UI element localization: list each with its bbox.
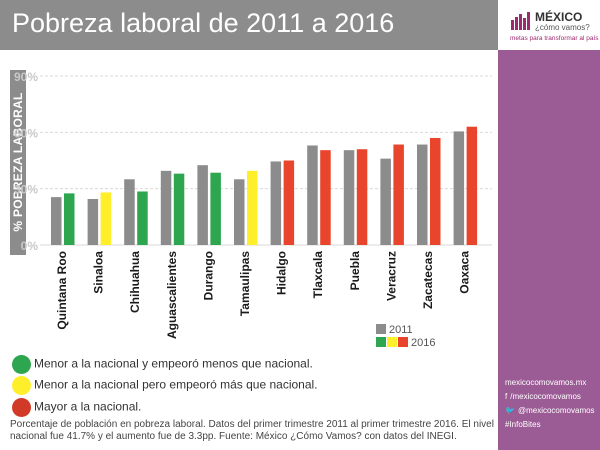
bar-2011 [160, 170, 172, 245]
legend-red-label: Mayor a la nacional. [34, 399, 142, 414]
bar-chart: 0% 30% 60% 90% Quintana Roo Sinaloa Chihuahua A… [14, 70, 492, 349]
facebook-link[interactable]: f/mexicocomovamos [505, 392, 581, 401]
hashtag-link[interactable]: #InfoBites [505, 420, 541, 429]
y-tick-label: 30% [14, 183, 38, 197]
y-tick-label: 60% [14, 126, 38, 140]
bar-2016 [247, 170, 258, 245]
footnote: Porcentaje de población en pobreza labor… [10, 419, 494, 442]
bar-2011 [124, 179, 135, 245]
x-tick-label: Sinaloa [92, 251, 106, 294]
bar-2011 [307, 145, 318, 245]
bar-2011 [417, 144, 428, 245]
bar-2016 [393, 144, 404, 245]
x-tick-label: Quintana Roo [55, 251, 69, 330]
legend-red: Mayor a la nacional. [12, 398, 141, 417]
brand-subtitle: ¿cómo vamos? [535, 23, 590, 32]
bar-2011 [51, 197, 62, 245]
x-tick-label: Chihuahua [128, 251, 142, 313]
twitter-text: @mexicocomovamos [517, 406, 595, 415]
legend-2011-swatch [376, 324, 386, 334]
website-link[interactable]: mexicocomovamos.mx [505, 378, 586, 387]
hashtag-text: #InfoBites [505, 420, 541, 429]
bar-2016 [356, 149, 368, 245]
bar-2011 [343, 150, 355, 245]
bar-2016 [320, 150, 331, 245]
twitter-icon: 🐦 [505, 406, 515, 415]
facebook-icon: f [505, 392, 508, 401]
bar-2011 [453, 131, 465, 245]
x-tick-label: Durango [201, 251, 215, 300]
legend-2016-yellow-swatch [387, 337, 397, 347]
yellow-dot-icon [12, 376, 31, 395]
bar-2016 [210, 172, 221, 245]
facebook-text: /mexicocomovamos [510, 392, 581, 401]
legend-yellow: Menor a la nacional pero empeoró más que… [12, 376, 318, 395]
legend-2016-red-swatch [398, 337, 408, 347]
x-tick-label: Zacatecas [421, 251, 435, 309]
website-text: mexicocomovamos.mx [505, 378, 587, 387]
x-tick-label: Oaxaca [458, 251, 472, 294]
bar-logo-icon [511, 12, 530, 30]
bar-2011 [234, 179, 245, 245]
x-tick-label: Veracruz [384, 251, 398, 301]
bar-2011 [87, 198, 99, 245]
legend-2011-label: 2011 [389, 324, 413, 336]
bar-2016 [283, 160, 295, 245]
legend-2016-label: 2016 [411, 337, 435, 349]
y-tick-label: 90% [14, 70, 38, 84]
y-tick-label: 0% [21, 239, 39, 253]
brand-tagline: metas para transformar al país [510, 35, 599, 42]
bar-2016 [430, 137, 441, 245]
x-tick-label: Hidalgo [275, 251, 289, 295]
brand-name: MÉXICO [535, 10, 583, 24]
bar-2016 [64, 193, 75, 245]
bar-2016 [100, 192, 112, 245]
bar-2016 [173, 173, 185, 245]
bar-2011 [380, 158, 391, 245]
brand-sidebar [498, 50, 600, 450]
bar-2011 [270, 161, 282, 245]
bar-2011 [197, 165, 208, 245]
legend-yellow-label: Menor a la nacional pero empeoró más que… [34, 377, 318, 392]
green-dot-icon [12, 355, 31, 374]
red-dot-icon [12, 398, 31, 417]
bar-2016 [466, 126, 478, 245]
x-tick-label: Tamaulipas [238, 251, 252, 316]
twitter-link[interactable]: 🐦 @mexicocomovamos [505, 406, 595, 415]
title-bar [0, 0, 498, 50]
legend-green: Menor a la nacional y empeoró menos que … [12, 355, 313, 374]
y-axis-label-box [10, 70, 26, 255]
bar-2016 [137, 191, 148, 245]
legend-green-label: Menor a la nacional y empeoró menos que … [34, 356, 313, 371]
page-title: Pobreza laboral de 2011 a 2016 [12, 8, 395, 38]
x-tick-label: Puebla [348, 251, 362, 291]
x-tick-label: Tlaxcala [311, 251, 325, 299]
legend-2016-green-swatch [376, 337, 386, 347]
x-tick-label: Aguascalientes [165, 251, 179, 339]
